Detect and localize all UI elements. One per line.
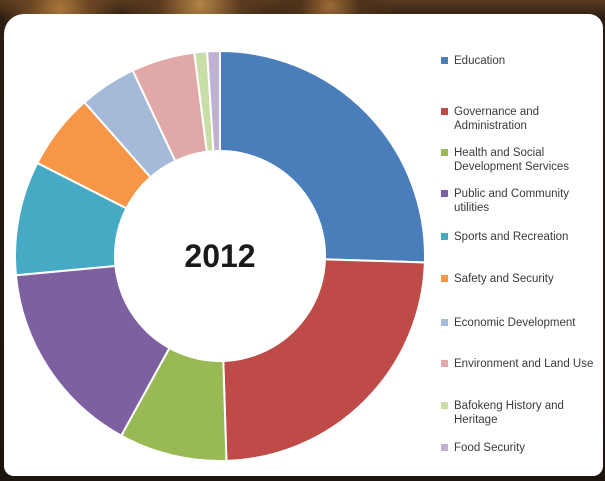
legend-item: Governance and Administration	[441, 105, 605, 133]
legend-item: Health and Social Development Services	[441, 146, 605, 174]
legend-item: Education	[441, 54, 605, 68]
legend-item: Economic Development	[441, 316, 605, 330]
legend-label: Bafokeng History and Heritage	[454, 400, 564, 426]
legend-label: Public and Community utilities	[454, 188, 570, 214]
legend-swatch	[441, 319, 448, 326]
legend-label: Safety and Security	[454, 273, 554, 285]
legend-item: Sports and Recreation	[441, 230, 605, 244]
legend-swatch	[441, 190, 448, 197]
legend-swatch	[441, 57, 448, 64]
legend-item: Food Security	[441, 441, 605, 455]
donut-chart: 2012	[14, 49, 426, 462]
legend-swatch	[441, 444, 448, 451]
legend-label: Economic Development	[454, 317, 576, 329]
legend-label: Education	[454, 55, 506, 67]
legend-item: Public and Community utilities	[441, 187, 605, 215]
legend-label: Sports and Recreation	[454, 231, 569, 243]
legend-label: Governance and Administration	[454, 106, 540, 132]
center-label: 2012	[184, 238, 255, 274]
legend-item: Bafokeng History and Heritage	[441, 399, 605, 427]
legend-label: Environment and Land Use	[454, 358, 594, 370]
legend-item: Safety and Security	[441, 272, 605, 286]
legend-swatch	[441, 402, 448, 409]
legend-swatch	[441, 233, 448, 240]
donut-hole	[114, 150, 326, 362]
legend-swatch	[441, 149, 448, 156]
chart-card: 2012 Education Governance and Administrat…	[4, 14, 603, 476]
legend-label: Food Security	[454, 442, 525, 454]
legend-swatch	[441, 108, 448, 115]
legend-swatch	[441, 275, 448, 282]
legend-label: Health and Social Development Services	[454, 147, 570, 173]
legend-swatch	[441, 360, 448, 367]
legend-item: Environment and Land Use	[441, 357, 605, 371]
